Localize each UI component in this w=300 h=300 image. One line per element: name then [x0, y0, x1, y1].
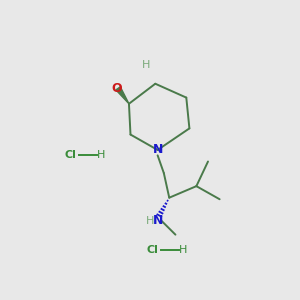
Text: Cl: Cl [146, 245, 158, 255]
Text: H: H [179, 245, 188, 255]
Polygon shape [116, 87, 129, 104]
Text: N: N [152, 143, 163, 157]
Text: Cl: Cl [64, 150, 76, 160]
Text: O: O [111, 82, 122, 95]
Text: N: N [152, 214, 163, 227]
Text: H: H [142, 60, 150, 70]
Text: H: H [146, 216, 154, 226]
Text: H: H [97, 150, 105, 160]
